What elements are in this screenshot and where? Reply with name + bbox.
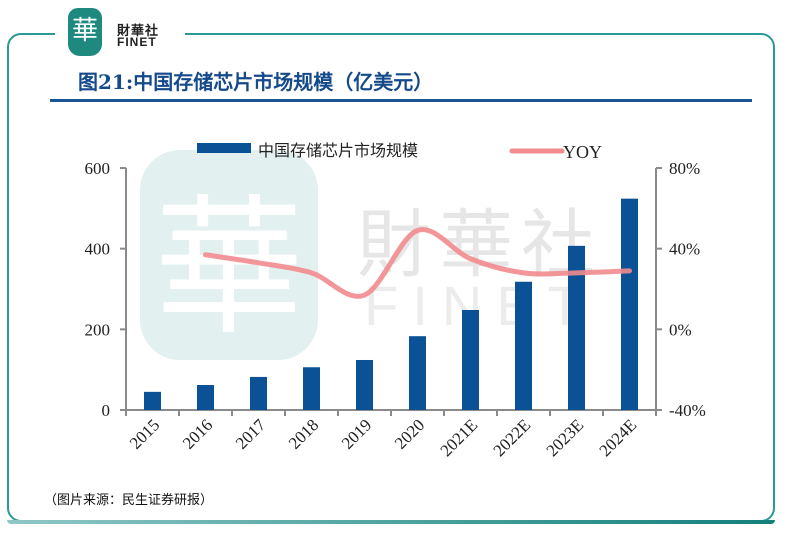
x-tick-label: 2023E [543,415,588,460]
source-caption: （图片来源：民生证券研报） [44,493,214,508]
frame-bottom-edge [7,520,775,524]
finet-logo-icon: 華 [68,8,102,56]
left-tick-label: 600 [85,159,111,178]
x-tick-label: 2016 [179,415,216,452]
x-tick-label: 2015 [126,415,163,452]
watermark-text-en: FINET [364,274,596,337]
bar-2016 [197,384,214,410]
watermark-seal [140,150,318,360]
legend: 中国存储芯片市场规模 YOY [197,141,602,162]
bar-2024E [621,198,638,410]
yoy-line [203,227,632,299]
x-tick-label: 2022E [490,415,535,460]
bar-2023E [568,245,585,410]
bar-2019 [356,359,373,410]
bar-2022E [515,281,532,410]
logo-text-en: FINET [117,35,157,49]
watermark-glyph: 華 [154,182,304,356]
right-tick-label: 80% [669,159,700,178]
chart-title: 图21:中国存储芯片市场规模（亿美元） [78,70,434,94]
left-tick-label: 400 [85,240,111,259]
bar-series [144,198,638,410]
axes [120,167,662,416]
left-tick-label: 200 [85,320,111,339]
bar-2017 [250,376,267,410]
right-tick-label: 0% [669,320,692,339]
x-tick-label: 2018 [285,415,322,452]
watermark: 華 財華社 FINET [140,150,596,360]
right-tick-label: 40% [669,240,700,259]
legend-line-label: YOY [563,142,602,162]
bar-2015 [144,391,161,410]
right-tick-label: -40% [669,401,706,420]
legend-bar-label: 中国存储芯片市场规模 [258,141,418,160]
legend-bar-swatch [197,143,251,153]
logo-text-cn: 財華社 [117,24,160,39]
title-underline [50,99,752,102]
bar-2020 [409,336,426,410]
left-tick-label: 0 [102,401,111,420]
x-tick-label: 2017 [232,415,270,453]
x-tick-label: 2024E [596,415,641,460]
bar-2021E [462,309,479,410]
x-tick-label: 2020 [391,415,428,452]
x-tick-label: 2021E [437,415,482,460]
x-tick-label: 2019 [338,415,375,452]
bar-2018 [303,367,320,410]
